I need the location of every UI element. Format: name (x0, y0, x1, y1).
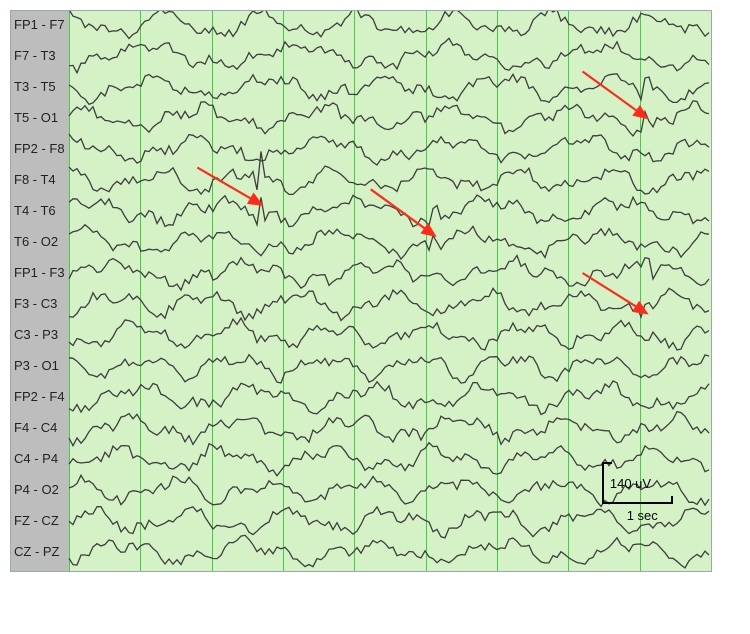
scale-tick (671, 496, 673, 504)
channel-label: P3 - O1 (14, 358, 68, 373)
eeg-trace (69, 318, 709, 350)
channel-label: T6 - O2 (14, 234, 68, 249)
channel-label: T4 - T6 (14, 203, 68, 218)
scale-bar-vertical (602, 462, 604, 502)
eeg-trace (69, 74, 709, 105)
eeg-trace (69, 195, 709, 227)
eeg-trace (69, 101, 709, 136)
eeg-trace (69, 256, 709, 291)
channel-label: FP2 - F8 (14, 141, 68, 156)
channel-label: F3 - C3 (14, 296, 68, 311)
eeg-trace (69, 225, 709, 259)
eeg-trace (69, 535, 709, 568)
eeg-plot: FP1 - F7 F7 - T3 T3 - T5 T5 - O1 FP2 - F8 F8 … (10, 10, 712, 572)
eeg-trace (69, 38, 709, 72)
channel-label: CZ - PZ (14, 544, 68, 559)
eeg-trace (69, 507, 709, 538)
figure-frame: FP1 - F7 F7 - T3 T3 - T5 T5 - O1 FP2 - F8 F8 … (0, 0, 750, 634)
channel-label: FZ - CZ (14, 513, 68, 528)
scale-amplitude-label: 140 uV (610, 476, 651, 491)
channel-label: F8 - T4 (14, 172, 68, 187)
gridline (711, 11, 712, 571)
channel-label: T5 - O1 (14, 110, 68, 125)
channel-label: F4 - C4 (14, 420, 68, 435)
scale-tick (602, 462, 612, 464)
channel-label: FP1 - F7 (14, 17, 68, 32)
channel-label-column: FP1 - F7 F7 - T3 T3 - T5 T5 - O1 FP2 - F8 F8 … (11, 11, 70, 571)
eeg-trace (69, 288, 709, 320)
scale-time-label: 1 sec (627, 508, 658, 523)
eeg-trace (69, 134, 709, 165)
eeg-trace (69, 10, 709, 39)
eeg-trace (69, 355, 709, 383)
channel-label: FP1 - F3 (14, 265, 68, 280)
channel-label: T3 - T5 (14, 79, 68, 94)
channel-label: C4 - P4 (14, 451, 68, 466)
scale-bar-horizontal (602, 502, 673, 504)
channel-label: FP2 - F4 (14, 389, 68, 404)
eeg-trace (69, 381, 709, 415)
channel-label: F7 - T3 (14, 48, 68, 63)
eeg-trace (69, 412, 709, 446)
channel-label: C3 - P3 (14, 327, 68, 342)
channel-label: P4 - O2 (14, 482, 68, 497)
eeg-trace (69, 443, 709, 476)
